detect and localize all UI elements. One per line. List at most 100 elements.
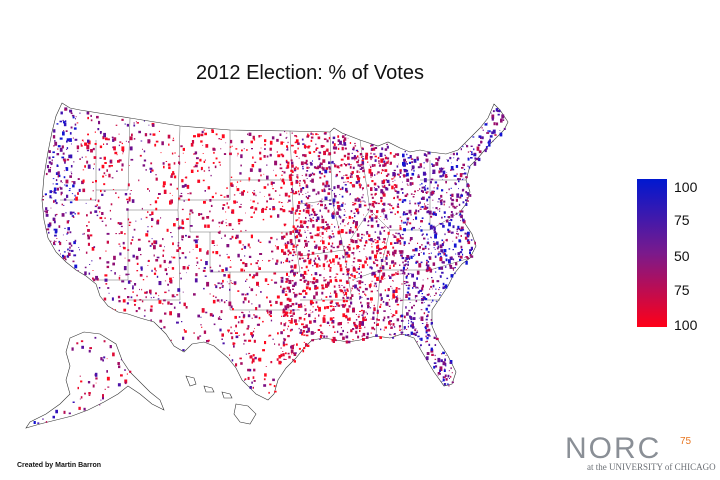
county-patch — [451, 162, 452, 164]
county-patch — [240, 268, 244, 272]
county-patch — [276, 259, 279, 263]
county-patch — [220, 138, 222, 140]
county-patch — [280, 153, 283, 156]
county-patch — [357, 159, 360, 161]
county-patch — [386, 294, 390, 297]
county-patch — [212, 295, 215, 297]
county-patch — [141, 288, 143, 291]
county-patch — [424, 302, 425, 303]
county-patch — [79, 158, 81, 160]
county-patch — [253, 274, 255, 278]
county-patch — [235, 234, 239, 239]
county-patch — [459, 251, 463, 254]
county-patch — [304, 154, 307, 158]
county-patch — [149, 133, 152, 136]
county-patch — [487, 141, 490, 144]
county-patch — [343, 175, 345, 176]
county-patch — [200, 166, 203, 170]
county-patch — [408, 309, 411, 312]
county-patch — [344, 147, 347, 150]
county-patch — [291, 280, 294, 282]
county-patch — [53, 190, 56, 194]
county-patch — [340, 289, 344, 293]
county-patch — [456, 159, 458, 161]
county-patch — [247, 368, 250, 372]
county-patch — [52, 156, 55, 158]
county-patch — [400, 269, 403, 272]
county-patch — [290, 310, 292, 312]
county-patch — [386, 218, 388, 220]
county-patch — [450, 367, 452, 370]
county-patch — [171, 236, 173, 238]
county-patch — [215, 296, 217, 299]
county-patch — [331, 213, 334, 217]
county-patch — [111, 177, 114, 179]
county-patch — [443, 252, 446, 255]
county-patch — [312, 188, 316, 192]
county-patch — [85, 251, 88, 254]
county-patch — [347, 163, 349, 165]
county-patch — [57, 175, 59, 178]
county-patch — [313, 213, 316, 216]
county-patch — [196, 265, 197, 266]
county-patch — [346, 274, 348, 276]
county-patch — [133, 299, 137, 302]
county-patch — [386, 145, 389, 149]
county-patch — [229, 152, 232, 156]
county-patch — [411, 326, 415, 329]
county-patch — [368, 215, 372, 219]
county-patch — [396, 318, 400, 322]
county-patch — [248, 300, 250, 303]
county-patch — [342, 296, 344, 299]
county-patch — [361, 184, 362, 186]
county-patch — [342, 329, 344, 333]
county-patch — [195, 244, 198, 248]
county-patch — [376, 173, 378, 175]
county-patch — [208, 169, 210, 172]
county-patch — [289, 322, 291, 324]
county-patch — [356, 233, 360, 237]
county-patch — [417, 175, 420, 178]
county-patch — [116, 154, 118, 156]
legend-tick-label: 100 — [674, 179, 698, 195]
county-patch — [48, 150, 51, 153]
county-patch — [106, 265, 110, 269]
county-patch — [318, 306, 321, 312]
county-patch — [349, 166, 352, 169]
county-patch — [228, 331, 229, 333]
county-patch — [77, 178, 80, 180]
county-patch — [276, 246, 279, 250]
county-patch — [362, 290, 365, 293]
county-patch — [396, 210, 399, 214]
county-patch — [201, 326, 203, 328]
county-patch — [341, 176, 344, 180]
county-patch — [384, 326, 387, 329]
county-patch — [408, 297, 411, 300]
county-patch — [304, 305, 306, 307]
county-patch — [117, 196, 120, 199]
county-patch — [300, 303, 303, 306]
county-patch — [399, 225, 402, 227]
county-patch — [117, 383, 121, 387]
county-patch — [223, 153, 227, 155]
county-patch — [170, 303, 173, 305]
county-patch — [100, 133, 102, 135]
county-patch — [172, 171, 175, 174]
county-patch — [142, 164, 146, 167]
county-patch — [72, 260, 75, 263]
county-patch — [140, 266, 143, 270]
county-patch — [324, 306, 326, 310]
county-patch — [269, 215, 273, 218]
county-patch — [314, 257, 317, 260]
county-patch — [409, 315, 411, 318]
county-patch — [138, 130, 141, 134]
county-patch — [122, 150, 124, 153]
county-patch — [163, 165, 165, 169]
county-patch — [272, 338, 274, 340]
county-patch — [282, 353, 285, 357]
county-patch — [298, 229, 299, 231]
county-patch — [130, 296, 133, 299]
county-patch — [393, 169, 396, 172]
county-patch — [441, 353, 443, 355]
county-patch — [164, 268, 167, 272]
